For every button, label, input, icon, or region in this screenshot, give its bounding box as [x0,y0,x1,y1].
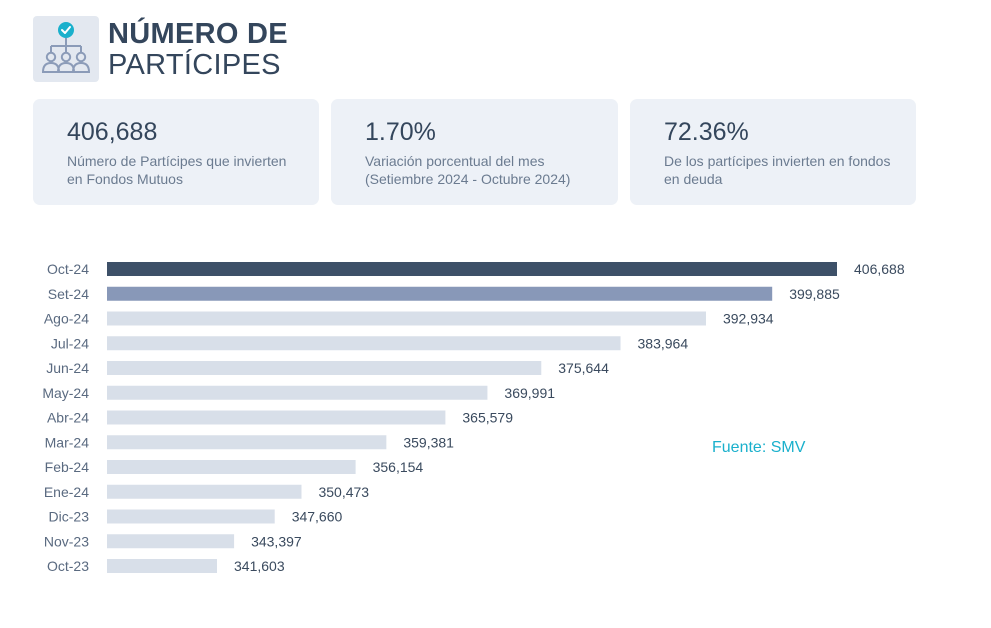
category-label: Feb-24 [45,459,90,475]
value-label: 350,473 [318,484,369,500]
value-label: 369,991 [504,385,555,401]
value-label: 383,964 [638,335,689,351]
stat-card-participants: 406,688 Número de Partícipes que inviert… [33,99,319,205]
category-label: Mar-24 [45,434,90,450]
page-title: NÚMERO DE PARTÍCIPES [108,20,288,80]
category-label: Jul-24 [51,335,89,351]
bar-mar-24 [107,435,387,450]
bar-oct-23 [107,559,217,573]
category-label: Nov-23 [44,533,89,549]
stat-description-line: Variación porcentual del mes [365,153,545,169]
stat-description: Número de Partícipes que invierten en Fo… [67,152,319,188]
bar-jul-24 [107,336,621,351]
logo-box [33,16,99,82]
value-label: 392,934 [723,311,774,327]
category-label: Dic-23 [49,509,90,525]
value-label: 343,397 [251,533,302,549]
stat-value: 406,688 [67,118,158,146]
category-label: Oct-23 [47,558,89,574]
category-label: Oct-24 [47,261,89,277]
stat-description-line: en Fondos Mutuos [67,171,183,187]
stat-value: 72.36% [664,118,749,146]
people-network-check-icon [41,22,91,73]
category-label: Set-24 [48,286,89,302]
bar-ago-24 [107,311,706,326]
category-label: Jun-24 [46,360,89,376]
title-line-2: PARTÍCIPES [108,49,281,81]
value-label: 406,688 [854,261,905,277]
value-label: 365,579 [462,410,513,426]
value-label: 375,644 [558,360,609,376]
stat-value: 1.70% [365,118,436,146]
value-label: 359,381 [403,434,454,450]
category-label: May-24 [42,385,89,401]
title-line-1: NÚMERO DE [108,18,288,50]
category-label: Abr-24 [47,410,89,426]
stat-description-line: (Setiembre 2024 - Octubre 2024) [365,171,571,187]
bar-may-24 [107,385,488,400]
stat-card-variation: 1.70% Variación porcentual del mes (Seti… [331,99,618,205]
bar-oct-24 [107,262,837,276]
stat-card-debt-funds: 72.36% De los partícipes invierten en fo… [630,99,916,205]
value-label: 356,154 [373,459,424,475]
bar-jun-24 [107,361,542,375]
stat-description: De los partícipes invierten en fondos en… [664,152,916,188]
value-label: 347,660 [292,509,343,525]
bar-set-24 [107,286,773,301]
bar-dic-23 [107,509,275,524]
participants-bar-chart: Oct-24 406,688 Set-24 399,885 Ago-24 392,934 J… [42,261,905,574]
bar-ene-24 [107,484,302,499]
stat-description-line: De los partícipes invierten en fondos [664,153,891,169]
bar-nov-23 [107,534,235,549]
source-note: Fuente: SMV [712,439,806,456]
stat-description: Variación porcentual del mes (Setiembre … [365,152,618,188]
stat-description-line: en deuda [664,171,723,187]
category-label: Ene-24 [44,484,89,500]
category-label: Ago-24 [44,311,89,327]
bar-feb-24 [107,460,356,474]
bar-abr-24 [107,410,446,425]
value-label: 399,885 [789,286,840,302]
value-label: 341,603 [234,558,285,574]
stat-description-line: Número de Partícipes que invierten [67,153,287,169]
